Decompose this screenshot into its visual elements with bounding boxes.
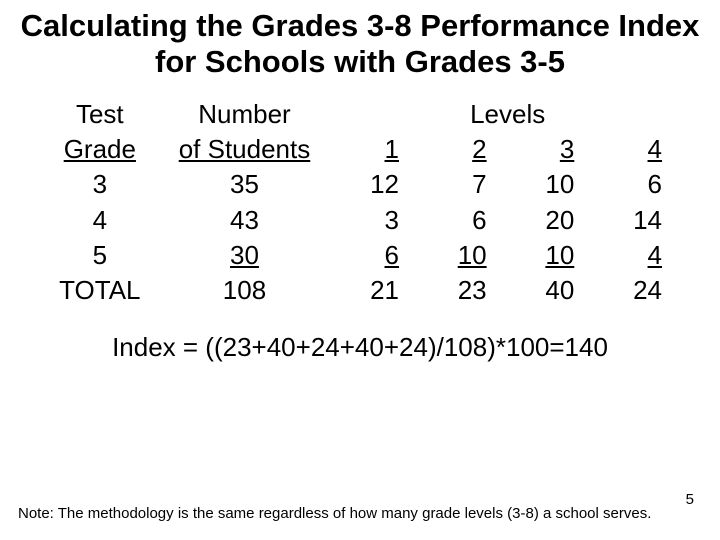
table-row: 3 35 12 7 10 6	[40, 167, 680, 202]
cell-total-label: TOTAL	[40, 273, 160, 308]
cell-l4: 14	[592, 203, 680, 238]
header-row-1: Test Number Levels	[40, 97, 680, 132]
index-formula: Index = ((23+40+24+40+24)/108)*100=140	[0, 332, 720, 363]
cell-grade: 3	[40, 167, 160, 202]
cell-l3: 20	[505, 203, 593, 238]
cell-total-l3: 40	[505, 273, 593, 308]
data-table: Test Number Levels Grade of Students 1 2…	[40, 97, 702, 308]
table-row: 4 43 3 6 20 14	[40, 203, 680, 238]
cell-l1: 12	[329, 167, 417, 202]
cell-l2: 10	[417, 238, 505, 273]
cell-num: 43	[160, 203, 330, 238]
table-row-total: TOTAL 108 21 23 40 24	[40, 273, 680, 308]
cell-total-l1: 21	[329, 273, 417, 308]
cell-l2: 7	[417, 167, 505, 202]
slide: Calculating the Grades 3-8 Performance I…	[0, 0, 720, 540]
slide-title: Calculating the Grades 3-8 Performance I…	[0, 0, 720, 79]
hdr-of-students: of Students	[160, 132, 330, 167]
hdr-lvl3: 3	[505, 132, 593, 167]
hdr-test: Test	[40, 97, 160, 132]
hdr-levels: Levels	[329, 97, 680, 132]
cell-l4: 4	[592, 238, 680, 273]
cell-grade: 4	[40, 203, 160, 238]
cell-l3: 10	[505, 167, 593, 202]
cell-l1: 3	[329, 203, 417, 238]
hdr-lvl1: 1	[329, 132, 417, 167]
cell-total-num: 108	[160, 273, 330, 308]
cell-grade: 5	[40, 238, 160, 273]
hdr-lvl2: 2	[417, 132, 505, 167]
hdr-number: Number	[160, 97, 330, 132]
hdr-grade: Grade	[40, 132, 160, 167]
hdr-lvl4: 4	[592, 132, 680, 167]
cell-total-l4: 24	[592, 273, 680, 308]
header-row-2: Grade of Students 1 2 3 4	[40, 132, 680, 167]
table-row: 5 30 6 10 10 4	[40, 238, 680, 273]
cell-l4: 6	[592, 167, 680, 202]
cell-l1: 6	[329, 238, 417, 273]
cell-l2: 6	[417, 203, 505, 238]
cell-num: 35	[160, 167, 330, 202]
cell-l3: 10	[505, 238, 593, 273]
cell-num: 30	[160, 238, 330, 273]
cell-total-l2: 23	[417, 273, 505, 308]
footnote: Note: The methodology is the same regard…	[18, 505, 702, 522]
